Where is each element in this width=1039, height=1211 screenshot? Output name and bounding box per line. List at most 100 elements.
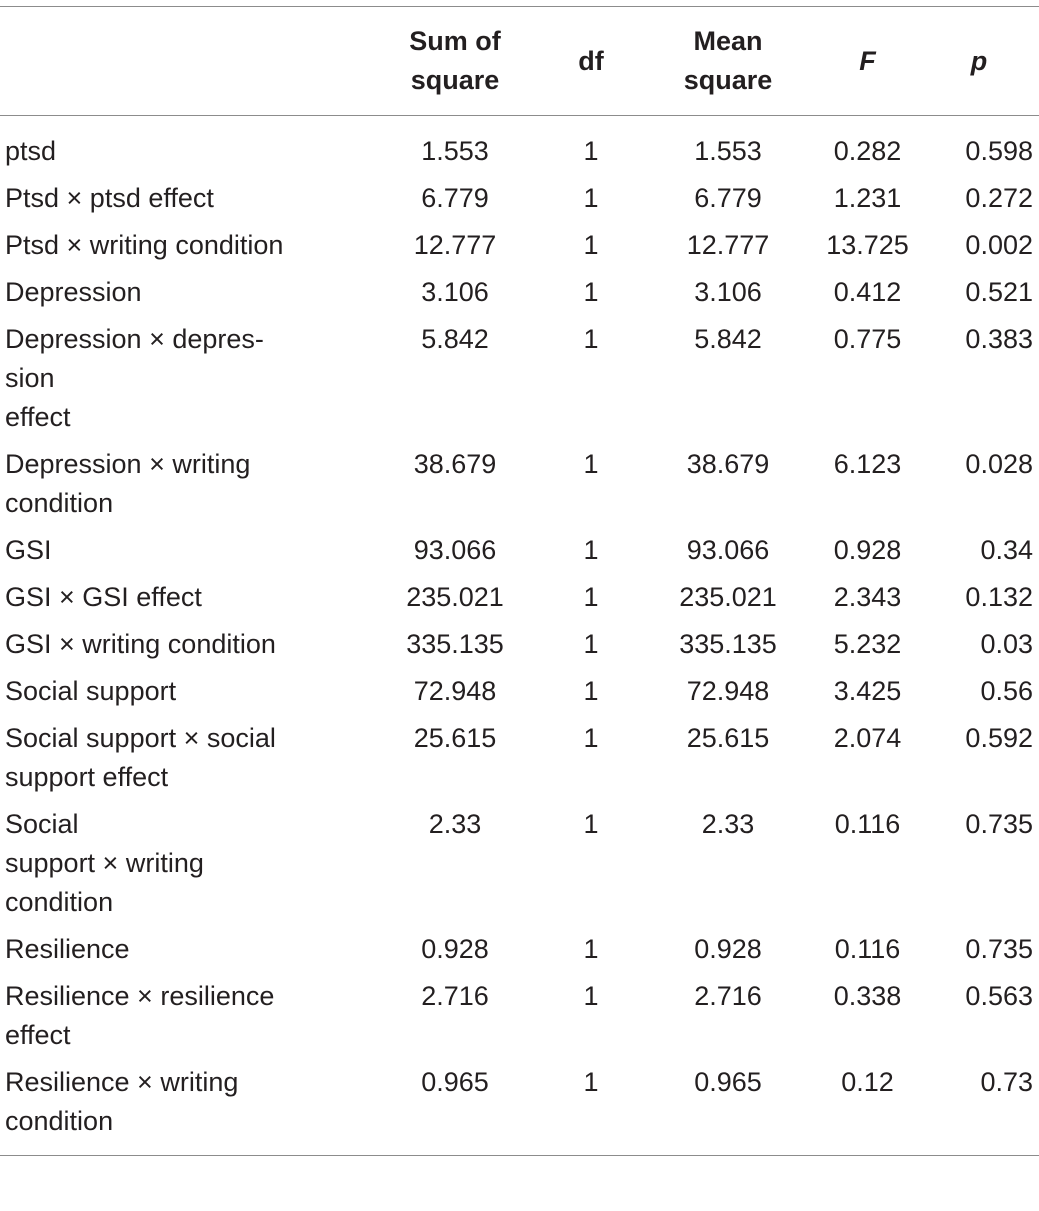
cell-df: 1 bbox=[583, 324, 599, 354]
cell-df: 1 bbox=[583, 535, 599, 565]
cell-df: 1 bbox=[583, 1067, 599, 1097]
header-sum-of-square-line-2: square bbox=[410, 65, 500, 95]
cell-sum-of-square: 5.842 bbox=[421, 324, 489, 354]
cell-p: 0.735 bbox=[965, 809, 1033, 839]
cell-sum-of-square: 0.965 bbox=[421, 1067, 489, 1097]
cell-mean-square: 0.965 bbox=[694, 1067, 762, 1097]
cell-sum-of-square: 2.716 bbox=[421, 981, 489, 1011]
cell-f: 0.412 bbox=[833, 277, 902, 307]
table-row: Social support × social support effect 25… bbox=[0, 715, 1039, 801]
cell-effect: Social support bbox=[5, 676, 177, 706]
cell-df: 1 bbox=[583, 629, 599, 659]
cell-mean-square: 0.928 bbox=[694, 934, 762, 964]
cell-effect: Depression × depres-sion effect bbox=[5, 324, 264, 432]
cell-p: 0.132 bbox=[965, 582, 1033, 612]
cell-mean-square: 38.679 bbox=[686, 449, 770, 479]
cell-df: 1 bbox=[583, 449, 599, 479]
cell-sum-of-square: 235.021 bbox=[406, 582, 504, 612]
cell-mean-square: 335.135 bbox=[679, 629, 777, 659]
cell-sum-of-square: 2.33 bbox=[428, 809, 482, 839]
cell-p: 0.03 bbox=[980, 629, 1033, 659]
cell-f: 5.232 bbox=[833, 629, 902, 659]
table-row: Resilience × resilience effect 2.716 1 2.71… bbox=[0, 973, 1039, 1059]
cell-effect: Resilience × resilience effect bbox=[5, 981, 275, 1050]
cell-f: 2.074 bbox=[833, 723, 902, 753]
cell-sum-of-square: 3.106 bbox=[421, 277, 489, 307]
cell-p: 0.002 bbox=[965, 230, 1033, 260]
cell-p: 0.563 bbox=[965, 981, 1033, 1011]
cell-f: 0.116 bbox=[834, 809, 901, 839]
cell-mean-square: 25.615 bbox=[686, 723, 770, 753]
cell-df: 1 bbox=[583, 136, 599, 166]
header-mean-square-line-1: Mean bbox=[693, 26, 763, 56]
cell-mean-square: 12.777 bbox=[686, 230, 770, 260]
cell-p: 0.028 bbox=[965, 449, 1033, 479]
cell-f: 0.338 bbox=[833, 981, 902, 1011]
cell-mean-square: 5.842 bbox=[694, 324, 762, 354]
table-row: Depression × writing condition 38.679 1 38.… bbox=[0, 441, 1039, 527]
table-row: ptsd 1.553 1 1.553 0.282 0.598 bbox=[0, 116, 1039, 176]
cell-mean-square: 235.021 bbox=[679, 582, 777, 612]
cell-sum-of-square: 6.779 bbox=[421, 183, 489, 213]
cell-df: 1 bbox=[583, 934, 599, 964]
cell-p: 0.592 bbox=[965, 723, 1033, 753]
header-f: F bbox=[859, 45, 876, 76]
cell-df: 1 bbox=[583, 582, 599, 612]
table-row: Depression 3.106 1 3.106 0.412 0.521 bbox=[0, 269, 1039, 316]
cell-sum-of-square: 38.679 bbox=[413, 449, 497, 479]
cell-effect: ptsd bbox=[5, 136, 57, 166]
cell-f: 6.123 bbox=[833, 449, 902, 479]
table-body: ptsd 1.553 1 1.553 0.282 0.598 Ptsd × ptsd eff… bbox=[0, 116, 1039, 1156]
cell-effect: Depression bbox=[5, 277, 142, 307]
cell-sum-of-square: 25.615 bbox=[413, 723, 497, 753]
table-row: GSI × writing condition 335.135 1 335.135 5.… bbox=[0, 621, 1039, 668]
table-row: Social support × writing condition 2.33 1 2.3… bbox=[0, 801, 1039, 926]
cell-sum-of-square: 93.066 bbox=[413, 535, 497, 565]
cell-mean-square: 6.779 bbox=[694, 183, 762, 213]
cell-effect: Resilience × writing condition bbox=[5, 1067, 239, 1136]
header-mean-square: Mean square bbox=[640, 7, 816, 116]
table-row: Resilience × writing condition 0.965 1 0.96… bbox=[0, 1059, 1039, 1156]
cell-mean-square: 1.553 bbox=[694, 136, 762, 166]
anova-table-container: Sum of square df Mean square F p ptsd 1.5… bbox=[0, 6, 1039, 1156]
cell-effect: Resilience bbox=[5, 934, 130, 964]
cell-p: 0.735 bbox=[965, 934, 1033, 964]
cell-effect: Social support × social support effect bbox=[5, 723, 276, 792]
cell-p: 0.521 bbox=[965, 277, 1033, 307]
cell-effect: GSI × GSI effect bbox=[5, 582, 202, 612]
table-row: Social support 72.948 1 72.948 3.425 0.56 bbox=[0, 668, 1039, 715]
cell-p: 0.272 bbox=[965, 183, 1033, 213]
cell-sum-of-square: 335.135 bbox=[406, 629, 504, 659]
cell-df: 1 bbox=[583, 809, 599, 839]
cell-mean-square: 2.716 bbox=[694, 981, 762, 1011]
cell-f: 0.12 bbox=[841, 1067, 894, 1097]
anova-table: Sum of square df Mean square F p ptsd 1.5… bbox=[0, 6, 1039, 1156]
header-mean-square-line-2: square bbox=[683, 65, 773, 95]
cell-mean-square: 93.066 bbox=[686, 535, 770, 565]
header-df: df bbox=[578, 45, 604, 76]
table-row: Ptsd × ptsd effect 6.779 1 6.779 1.231 0.272 bbox=[0, 175, 1039, 222]
cell-sum-of-square: 72.948 bbox=[413, 676, 497, 706]
cell-p: 0.56 bbox=[980, 676, 1033, 706]
cell-effect: Social support × writing condition bbox=[5, 809, 204, 917]
header-effect bbox=[0, 7, 368, 116]
cell-effect: Depression × writing condition bbox=[5, 449, 251, 518]
table-header: Sum of square df Mean square F p bbox=[0, 6, 1039, 116]
cell-effect: Ptsd × writing condition bbox=[5, 230, 284, 260]
cell-df: 1 bbox=[583, 230, 599, 260]
table-row: Depression × depres-sion effect 5.842 1 5.84… bbox=[0, 316, 1039, 441]
cell-df: 1 bbox=[583, 183, 599, 213]
table-row: GSI 93.066 1 93.066 0.928 0.34 bbox=[0, 527, 1039, 574]
cell-mean-square: 2.33 bbox=[701, 809, 755, 839]
cell-effect: Ptsd × ptsd effect bbox=[5, 183, 214, 213]
cell-sum-of-square: 12.777 bbox=[413, 230, 497, 260]
cell-p: 0.34 bbox=[980, 535, 1033, 565]
cell-f: 2.343 bbox=[833, 582, 902, 612]
table-row: Resilience 0.928 1 0.928 0.116 0.735 bbox=[0, 926, 1039, 973]
table-row: GSI × GSI effect 235.021 1 235.021 2.343 0.13… bbox=[0, 574, 1039, 621]
cell-effect: GSI × writing condition bbox=[5, 629, 276, 659]
cell-sum-of-square: 1.553 bbox=[421, 136, 489, 166]
cell-mean-square: 3.106 bbox=[694, 277, 762, 307]
header-p: p bbox=[970, 45, 988, 76]
table-row: Ptsd × writing condition 12.777 1 12.777 13.… bbox=[0, 222, 1039, 269]
